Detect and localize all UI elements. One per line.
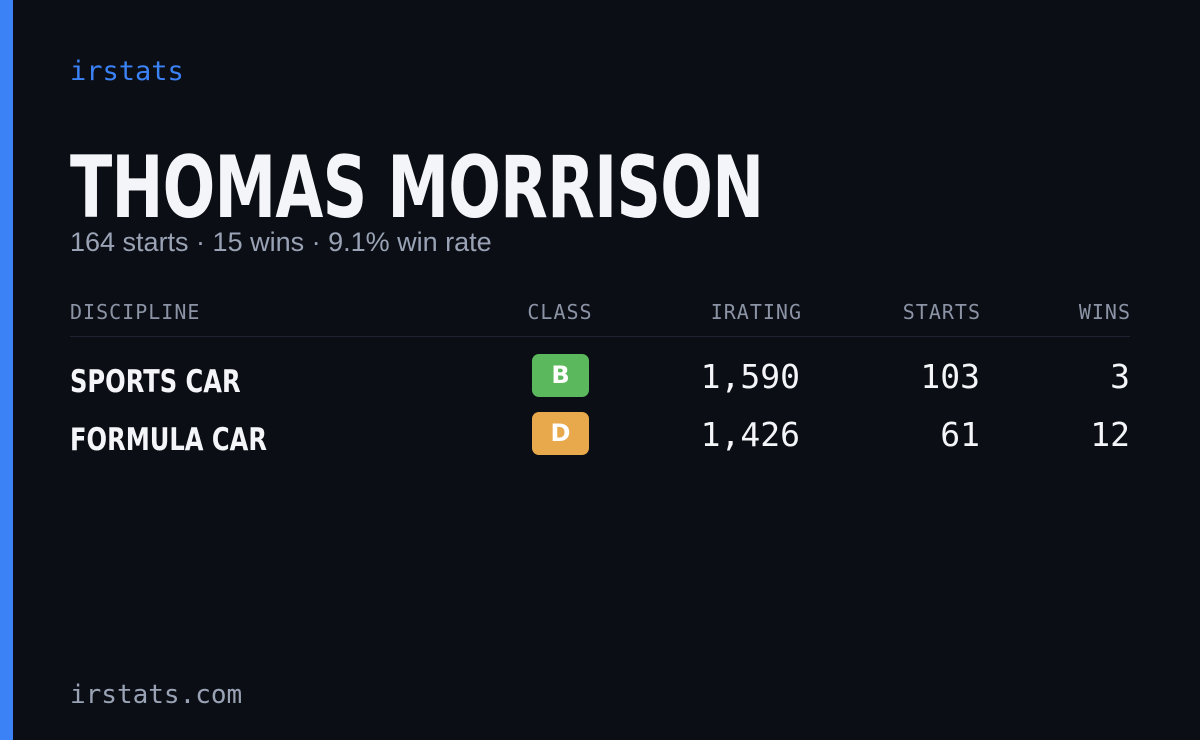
starts: 103: [920, 357, 980, 396]
class-badge: D: [532, 412, 589, 455]
column-header: WINS: [1078, 300, 1131, 324]
column-header: CLASS: [527, 300, 593, 324]
irating: 1,590: [700, 357, 800, 396]
footer-url: irstats.com: [70, 680, 243, 710]
divider: [70, 336, 1130, 337]
starts: 61: [940, 415, 980, 454]
column-header: DISCIPLINE: [70, 300, 201, 324]
wins: 3: [1110, 357, 1130, 396]
discipline: FORMULA CAR: [70, 422, 268, 458]
brand: irstats: [70, 56, 184, 87]
wins: 12: [1090, 415, 1130, 454]
class-badge: B: [532, 354, 589, 397]
column-header: STARTS: [902, 300, 981, 324]
column-header: IRATING: [710, 300, 802, 324]
summary: 164 starts · 15 wins · 9.1% win rate: [70, 227, 492, 257]
discipline: SPORTS CAR: [70, 364, 241, 400]
driver-name: THOMAS MORRISON: [70, 138, 764, 238]
irating: 1,426: [700, 415, 800, 454]
accent-bar: [0, 0, 13, 740]
